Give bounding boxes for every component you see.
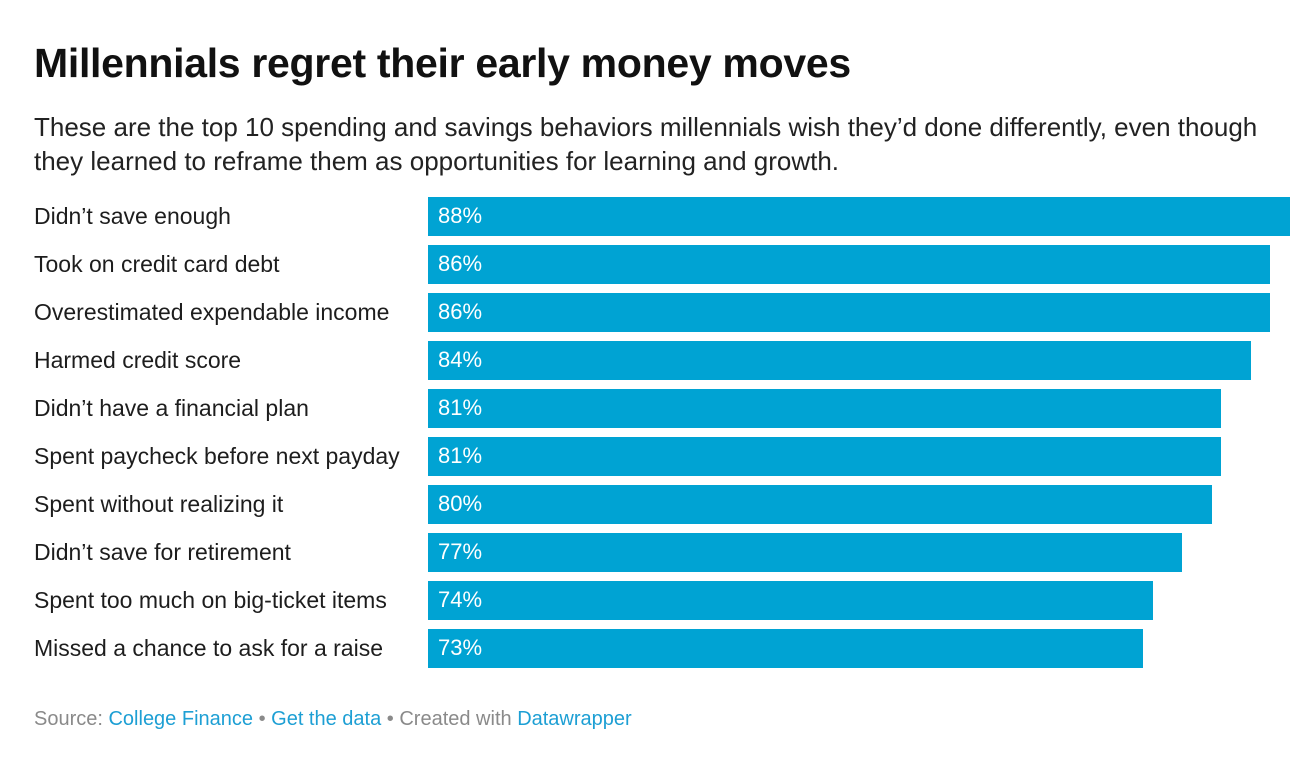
bar-chart: Didn’t save enough 88% Took on credit card… [0,196,1310,676]
bar-value-label: 80% [438,491,483,516]
source-link[interactable]: College Finance [108,708,254,730]
bar [428,389,1221,428]
bar-value-label: 84% [438,347,483,372]
footer-separator: • [381,708,400,730]
category-label: Overestimated expendable income [34,299,390,325]
bar-value-label: 81% [438,443,483,468]
chart-subtitle: These are the top 10 spending and saving… [34,112,1258,176]
bar [428,485,1212,524]
bar [428,629,1143,668]
chart-title: Millennials regret their early money mov… [34,40,851,86]
bar-row: Missed a chance to ask for a raise 73% [0,628,1310,668]
bar-value-label: 86% [438,299,483,324]
chart-footer: Source: College Finance • Get the data •… [34,708,632,731]
category-label: Didn’t save for retirement [34,539,291,565]
footer-separator: • [253,708,272,730]
bar-value-label: 77% [438,539,483,564]
bar-row: Didn’t save for retirement 77% [0,532,1310,572]
bar-value-label: 74% [438,587,483,612]
bar-row: Overestimated expendable income 86% [0,292,1310,332]
bar [428,197,1290,236]
category-label: Missed a chance to ask for a raise [34,635,383,661]
category-label: Took on credit card debt [34,251,280,277]
bar [428,533,1182,572]
bar-value-label: 88% [438,203,483,228]
source-prefix: Source: [34,708,109,730]
bar-value-label: 73% [438,635,483,660]
bar-value-label: 86% [438,251,483,276]
bar-row: Harmed credit score 84% [0,340,1310,380]
bar [428,437,1221,476]
datawrapper-link[interactable]: Datawrapper [517,708,632,730]
category-label: Didn’t save enough [34,203,231,229]
bar-row: Took on credit card debt 86% [0,244,1310,284]
category-label: Didn’t have a financial plan [34,395,309,421]
bar-row: Spent without realizing it 80% [0,484,1310,524]
created-with-prefix: Created with [399,708,518,730]
bar-row: Spent paycheck before next payday 81% [0,436,1310,476]
bar-row: Spent too much on big-ticket items 74% [0,580,1310,620]
get-the-data-link[interactable]: Get the data [271,708,382,730]
bar [428,245,1270,284]
category-label: Spent without realizing it [34,491,284,517]
bar [428,293,1270,332]
bar-value-label: 81% [438,395,483,420]
bar [428,581,1153,620]
category-label: Spent too much on big-ticket items [34,587,387,613]
bar [428,341,1251,380]
category-label: Spent paycheck before next payday [34,443,400,469]
bar-row: Didn’t save enough 88% [0,196,1310,236]
category-label: Harmed credit score [34,347,242,373]
bar-row: Didn’t have a financial plan 81% [0,388,1310,428]
